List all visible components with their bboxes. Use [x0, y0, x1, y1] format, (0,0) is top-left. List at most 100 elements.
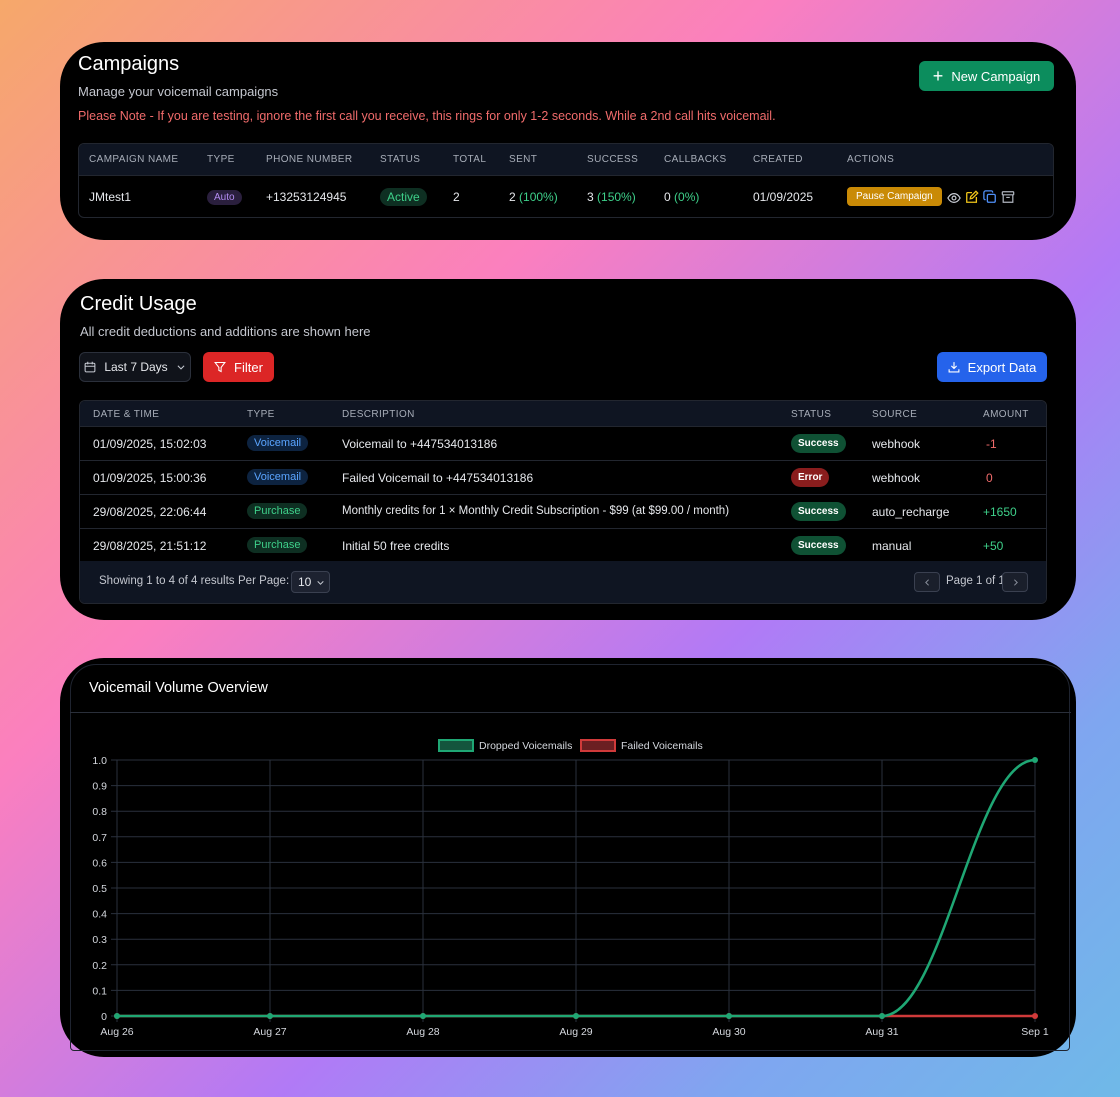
voicemail-chart-card: Voicemail Volume Overview 0 0.1 0.2 0.3 0.4 0… [60, 658, 1076, 1057]
eye-icon[interactable] [947, 191, 961, 205]
col-campaign-name: CAMPAIGN NAME [89, 154, 179, 165]
data-point [267, 1013, 273, 1019]
col-callbacks: CALLBACKS [664, 154, 727, 165]
col-type: TYPE [207, 154, 235, 165]
col-total: TOTAL [453, 154, 487, 165]
credit-table: DATE & TIME TYPE DESCRIPTION STATUS SOUR… [79, 400, 1047, 604]
y-tick-label: 1.0 [92, 755, 107, 767]
pagination-bar: Showing 1 to 4 of 4 results Per Page: 10… [80, 561, 1046, 603]
row-description: Voicemail to +447534013186 [342, 437, 498, 451]
x-tick-label: Aug 30 [712, 1026, 745, 1038]
status-badge: Success [791, 502, 846, 521]
legend-label: Failed Voicemails [621, 740, 703, 752]
new-campaign-label: New Campaign [951, 68, 1041, 84]
data-point [1032, 1013, 1038, 1019]
row-datetime: 01/09/2025, 15:02:03 [93, 437, 207, 451]
copy-icon[interactable] [983, 190, 997, 204]
row-amount: +1650 [983, 505, 1017, 519]
y-tick-label: 0.8 [92, 806, 107, 818]
credit-table-header: DATE & TIME TYPE DESCRIPTION STATUS SOUR… [80, 401, 1046, 427]
status-badge: Success [791, 536, 846, 555]
per-page-value: 10 [298, 575, 312, 589]
row-amount: +50 [983, 539, 1004, 553]
col-actions: ACTIONS [847, 154, 895, 165]
chart-title: Voicemail Volume Overview [89, 680, 268, 696]
col-status: STATUS [380, 154, 421, 165]
y-tick-label: 0.1 [92, 985, 107, 997]
row-description: Initial 50 free credits [342, 539, 450, 553]
y-tick-label: 0.2 [92, 960, 107, 972]
total-value: 2 [453, 190, 460, 204]
campaigns-title: Campaigns [78, 53, 180, 75]
y-tick-label: 0.3 [92, 934, 107, 946]
data-point [420, 1013, 426, 1019]
status-badge: Error [791, 468, 830, 487]
y-tick-label: 0 [101, 1011, 107, 1023]
legend-swatch [438, 739, 474, 752]
col-description: DESCRIPTION [342, 409, 415, 420]
edit-icon[interactable] [965, 190, 979, 204]
row-source: auto_recharge [872, 505, 950, 519]
line-chart: 0 0.1 0.2 0.3 0.4 0.5 0.6 0.7 0.8 0.9 1.0 Aug 26 Aug… [92, 739, 1049, 1038]
pause-campaign-button[interactable]: Pause Campaign [847, 187, 942, 206]
export-data-button[interactable]: Export Data [937, 352, 1047, 382]
archive-icon[interactable] [1001, 190, 1015, 204]
y-tick-label: 0.7 [92, 832, 107, 844]
credit-subtitle: All credit deductions and additions are … [80, 324, 371, 339]
campaigns-table-header: CAMPAIGN NAME TYPE PHONE NUMBER STATUS T… [79, 144, 1053, 176]
status-badge: Success [791, 434, 846, 453]
success-count: 3 [587, 190, 594, 204]
filter-label: Filter [234, 359, 263, 375]
col-amount: AMOUNT [983, 409, 1029, 420]
prev-page-button[interactable] [914, 572, 940, 592]
row-datetime: 29/08/2025, 21:51:12 [93, 539, 207, 553]
type-badge: Voicemail [247, 469, 309, 485]
type-badge: Auto [207, 190, 242, 205]
x-tick-label: Aug 31 [865, 1026, 898, 1038]
next-page-button[interactable] [1002, 572, 1028, 592]
phone-number: +13253124945 [266, 190, 347, 204]
export-label: Export Data [967, 359, 1037, 375]
created-date: 01/09/2025 [753, 190, 814, 204]
sent-count: 2 [509, 190, 516, 204]
chevron-left-icon [924, 578, 929, 586]
col-date-time: DATE & TIME [93, 409, 160, 420]
chart-header-divider [70, 712, 1071, 713]
filter-button[interactable]: Filter [203, 352, 274, 382]
testing-note: Please Note - If you are testing, ignore… [78, 109, 776, 123]
success-percent: (150%) [597, 190, 636, 204]
showing-results: Showing 1 to 4 of 4 results [99, 575, 235, 587]
x-tick-label: Aug 29 [559, 1026, 592, 1038]
callbacks-count: 0 [664, 190, 671, 204]
y-tick-label: 0.9 [92, 781, 107, 793]
table-row: 01/09/2025, 15:02:03 Voicemail Voicemail… [80, 427, 1046, 461]
credit-title: Credit Usage [80, 293, 197, 315]
row-description: Failed Voicemail to +447534013186 [342, 471, 534, 485]
sent-value: 2 (100%) [509, 190, 558, 204]
col-source: SOURCE [872, 409, 918, 420]
table-row: 29/08/2025, 22:06:44 Purchase Monthly cr… [80, 495, 1046, 529]
x-tick-label: Aug 27 [253, 1026, 286, 1038]
date-range-dropdown[interactable]: Last 7 Days [79, 352, 191, 382]
data-point [573, 1013, 579, 1019]
row-source: manual [872, 539, 912, 553]
y-tick-label: 0.5 [92, 883, 107, 895]
type-badge: Purchase [247, 537, 308, 553]
campaign-name[interactable]: JMtest1 [89, 190, 132, 204]
col-success: SUCCESS [587, 154, 639, 165]
row-amount: 0 [986, 471, 993, 485]
row-datetime: 01/09/2025, 15:00:36 [93, 471, 207, 485]
callbacks-percent: (0%) [674, 190, 700, 204]
success-value: 3 (150%) [587, 190, 636, 204]
col-created: CREATED [753, 154, 803, 165]
chevron-down-icon [317, 580, 325, 585]
sent-percent: (100%) [519, 190, 558, 204]
type-badge: Purchase [247, 503, 308, 519]
table-row: 29/08/2025, 21:51:12 Purchase Initial 50… [80, 529, 1046, 563]
x-tick-label: Sep 1 [1021, 1026, 1049, 1038]
new-campaign-button[interactable]: + New Campaign [919, 61, 1054, 91]
per-page-select[interactable]: 10 [291, 571, 330, 593]
row-datetime: 29/08/2025, 22:06:44 [93, 505, 207, 519]
date-range-label: Last 7 Days [104, 360, 168, 374]
per-page-label: Per Page: [238, 575, 290, 587]
